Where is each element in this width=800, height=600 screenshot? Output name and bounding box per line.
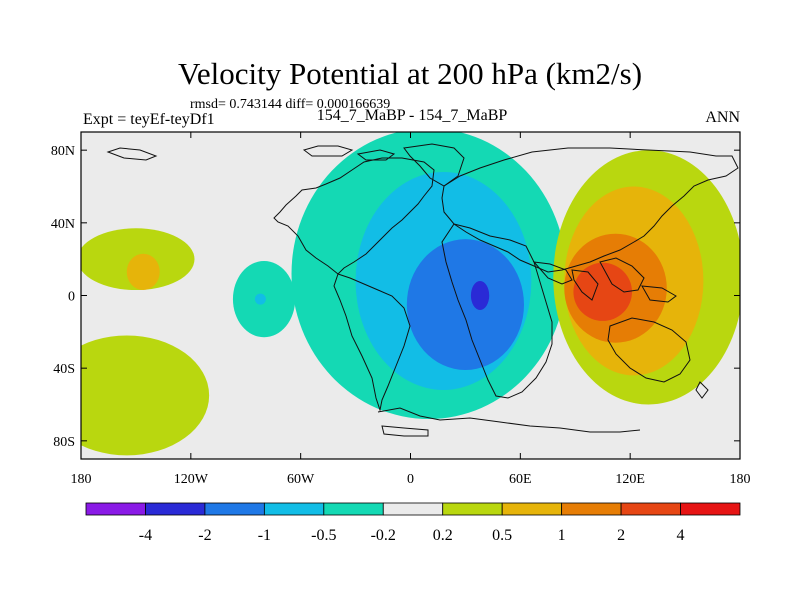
- season-label: ANN: [705, 109, 740, 126]
- field-pacific-positive: [81, 228, 195, 291]
- y-tick-label: 40S: [53, 362, 75, 377]
- chart-title: Velocity Potential at 200 hPa (km2/s): [178, 56, 642, 91]
- contour-south-pacific-positive-level-1: [81, 335, 210, 456]
- contour-pacific-positive-level-2: [126, 253, 160, 291]
- colorbar-swatch: [680, 502, 741, 516]
- colorbar-label: -2: [198, 527, 211, 544]
- x-tick-label: 60W: [287, 472, 315, 487]
- experiment-label: Expt = teyEf-teyDf1: [83, 111, 215, 128]
- colorbar-label: 2: [617, 527, 625, 544]
- contour-east-pacific-negative-level-2: [254, 293, 266, 305]
- colorbar-swatch: [204, 502, 265, 516]
- colorbar-swatch: [323, 502, 384, 516]
- colorbar-swatch: [382, 502, 444, 516]
- y-tick-label: 40N: [51, 217, 75, 232]
- colorbar-label: -1: [258, 527, 271, 544]
- x-tick-label: 120E: [615, 472, 645, 487]
- field-south-pacific-positive: [81, 335, 210, 456]
- colorbar-swatch: [442, 502, 503, 516]
- contour-negative-center-level-4: [470, 280, 490, 311]
- colorbar-label: -4: [139, 527, 152, 544]
- field-east-pacific-negative: [232, 260, 296, 338]
- colorbar-swatch: [85, 502, 146, 516]
- field-negative-center: [291, 132, 567, 419]
- x-tick-label: 180: [730, 472, 751, 487]
- x-tick-label: 0: [407, 472, 414, 487]
- coastlines: [106, 143, 739, 437]
- y-tick-label: 80N: [51, 144, 75, 159]
- colorbar-swatch: [620, 502, 681, 516]
- colorbar-label: 0.5: [492, 527, 512, 544]
- x-tick-label: 180: [71, 472, 92, 487]
- case-label: 154_7_MaBP - 154_7_MaBP: [317, 107, 508, 124]
- y-tick-label: 0: [68, 290, 75, 305]
- y-tick-label: 80S: [53, 435, 75, 450]
- stats-text: rmsd= 0.743144 diff= 0.000166639: [190, 97, 390, 112]
- colorbar-swatch: [501, 502, 563, 516]
- x-tick-label: 120W: [174, 472, 209, 487]
- colorbar-label: -0.5: [311, 527, 336, 544]
- plot-area: 180 120W 60W 0 60E 120E 180 80N 40N 0 40S 80S: [51, 131, 751, 487]
- colorbar-label: -0.2: [371, 527, 396, 544]
- contour-positive-center-level-4: [573, 262, 632, 321]
- field-positive-center: [553, 150, 740, 405]
- colorbar-label: 0.2: [433, 527, 453, 544]
- colorbar-label: 4: [677, 527, 685, 544]
- colorbar-swatch: [145, 502, 206, 516]
- contour-negative-center-level-3: [406, 239, 524, 370]
- colorbar-swatch: [561, 502, 622, 516]
- colorbar-label: 1: [558, 527, 566, 544]
- colorbar: -4 -2 -1 -0.5 -0.2 0.2 0.5 1 2 4: [85, 502, 741, 544]
- colorbar-swatch: [263, 502, 325, 516]
- x-tick-label: 60E: [509, 472, 532, 487]
